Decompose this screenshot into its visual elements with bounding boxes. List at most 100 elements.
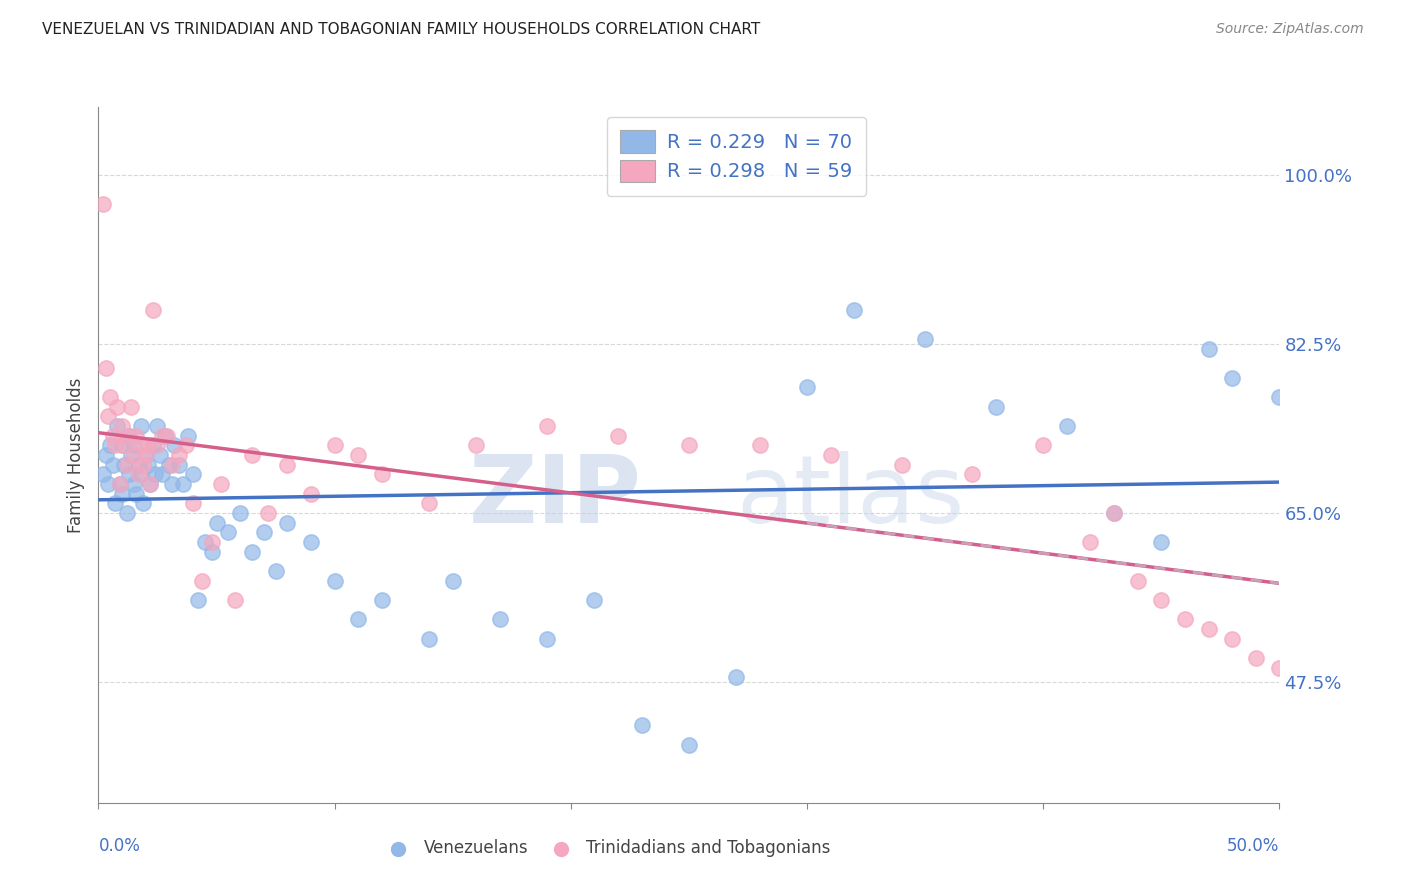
- Point: [135, 448, 157, 462]
- Point: [167, 458, 190, 472]
- Point: [94, 361, 117, 376]
- Point: [194, 535, 217, 549]
- Point: [172, 476, 194, 491]
- Point: [150, 428, 173, 442]
- Point: [536, 632, 558, 646]
- Point: [820, 448, 842, 462]
- Point: [181, 467, 204, 482]
- Point: [142, 438, 165, 452]
- Point: [167, 448, 190, 462]
- Point: [264, 564, 287, 578]
- Point: [844, 303, 866, 318]
- Point: [1150, 592, 1173, 607]
- Point: [129, 467, 152, 482]
- Point: [136, 438, 159, 452]
- Point: [108, 476, 131, 491]
- Point: [163, 438, 186, 452]
- Point: [191, 574, 214, 588]
- Point: [323, 574, 346, 588]
- Point: [418, 632, 440, 646]
- Point: [1080, 535, 1102, 549]
- Point: [299, 486, 322, 500]
- Point: [1198, 622, 1220, 636]
- Point: [157, 458, 180, 472]
- Point: [371, 467, 394, 482]
- Point: [1198, 342, 1220, 356]
- Point: [962, 467, 984, 482]
- Point: [630, 718, 652, 732]
- Point: [1244, 651, 1267, 665]
- Text: Source: ZipAtlas.com: Source: ZipAtlas.com: [1216, 22, 1364, 37]
- Point: [217, 525, 239, 540]
- Point: [111, 486, 134, 500]
- Point: [181, 496, 204, 510]
- Point: [240, 544, 263, 558]
- Text: atlas: atlas: [737, 450, 965, 542]
- Point: [257, 506, 280, 520]
- Point: [112, 438, 135, 452]
- Point: [108, 476, 131, 491]
- Point: [914, 332, 936, 346]
- Point: [583, 592, 606, 607]
- Point: [201, 535, 224, 549]
- Point: [174, 438, 197, 452]
- Point: [121, 400, 143, 414]
- Point: [725, 670, 748, 684]
- Point: [1268, 390, 1291, 404]
- Legend: Venezuelans, Trinidadians and Tobagonians: Venezuelans, Trinidadians and Tobagonian…: [375, 833, 838, 864]
- Point: [1056, 419, 1078, 434]
- Point: [1220, 632, 1243, 646]
- Text: ZIP: ZIP: [468, 450, 641, 542]
- Point: [1102, 506, 1125, 520]
- Point: [678, 438, 700, 452]
- Point: [984, 400, 1007, 414]
- Point: [276, 516, 298, 530]
- Point: [118, 428, 141, 442]
- Point: [105, 400, 128, 414]
- Point: [150, 467, 173, 482]
- Point: [122, 438, 145, 452]
- Point: [160, 476, 183, 491]
- Point: [149, 448, 172, 462]
- Point: [146, 419, 169, 434]
- Y-axis label: Family Households: Family Households: [67, 377, 86, 533]
- Point: [91, 196, 114, 211]
- Point: [347, 612, 370, 626]
- Point: [187, 592, 209, 607]
- Point: [536, 419, 558, 434]
- Point: [111, 438, 134, 452]
- Point: [1174, 612, 1197, 626]
- Point: [139, 476, 162, 491]
- Point: [128, 467, 150, 482]
- Point: [129, 438, 152, 452]
- Point: [115, 458, 138, 472]
- Point: [136, 458, 159, 472]
- Point: [209, 476, 232, 491]
- Point: [156, 428, 179, 442]
- Text: VENEZUELAN VS TRINIDADIAN AND TOBAGONIAN FAMILY HOUSEHOLDS CORRELATION CHART: VENEZUELAN VS TRINIDADIAN AND TOBAGONIAN…: [42, 22, 761, 37]
- Point: [160, 458, 183, 472]
- Point: [142, 303, 165, 318]
- Point: [253, 525, 276, 540]
- Text: 50.0%: 50.0%: [1227, 837, 1279, 855]
- Point: [229, 506, 252, 520]
- Point: [91, 467, 114, 482]
- Point: [128, 458, 150, 472]
- Point: [607, 428, 630, 442]
- Point: [1220, 370, 1243, 384]
- Point: [115, 506, 138, 520]
- Point: [132, 458, 155, 472]
- Point: [323, 438, 346, 452]
- Point: [122, 476, 145, 491]
- Point: [1150, 535, 1173, 549]
- Point: [105, 419, 128, 434]
- Point: [1032, 438, 1054, 452]
- Point: [276, 458, 298, 472]
- Point: [1268, 660, 1291, 674]
- Point: [112, 458, 135, 472]
- Point: [678, 738, 700, 752]
- Point: [489, 612, 512, 626]
- Point: [748, 438, 770, 452]
- Point: [146, 438, 169, 452]
- Point: [101, 428, 124, 442]
